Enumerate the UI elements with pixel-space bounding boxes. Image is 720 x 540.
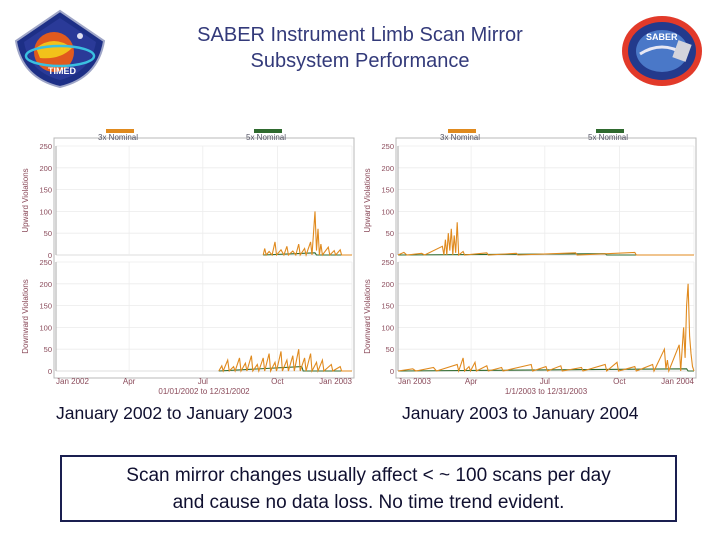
chart-frame: [53, 137, 355, 379]
y-tick-label: 100: [381, 323, 394, 332]
series-line-3x-nominal: [397, 222, 694, 257]
legend-swatch-1: [106, 129, 134, 133]
date-range-label: 01/01/2002 to 12/31/2002: [158, 387, 250, 396]
x-tick-label: Jan 2003: [319, 377, 352, 386]
y-tick-label: 150: [39, 302, 52, 311]
y-tick-label: 0: [48, 367, 52, 376]
y-tick-label: 0: [390, 251, 394, 260]
y-tick-label: 50: [44, 229, 52, 238]
x-tick-label: Apr: [123, 377, 136, 386]
y-tick-label: 250: [381, 258, 394, 267]
y-axis-label: Downward Violations: [363, 279, 372, 354]
legend-swatch-2: [254, 129, 282, 133]
legend-swatch-2: [596, 129, 624, 133]
chart-2003: 3x Nominal 5x Nominal 0 50 100 150 200 250 Upwar…: [363, 129, 697, 396]
x-tick-label: Oct: [613, 377, 626, 386]
y-tick-label: 100: [381, 207, 394, 216]
title-line-2: Subsystem Performance: [250, 50, 470, 72]
title-line-1: SABER Instrument Limb Scan Mirror: [197, 24, 523, 46]
x-tick-label: Jan 2002: [56, 377, 89, 386]
legend-label-1: 3x Nominal: [98, 133, 138, 142]
y-tick-label: 250: [39, 258, 52, 267]
series-line-3x-nominal: [397, 283, 695, 374]
summary-note-line-1: Scan mirror changes usually affect < ~ 1…: [126, 465, 611, 486]
y-axis-label: Upward Violations: [21, 168, 30, 232]
legend-label-1: 3x Nominal: [440, 133, 480, 142]
timed-mission-logo: TIMED: [14, 9, 106, 89]
timed-logo-text: TIMED: [48, 66, 76, 76]
y-tick-label: 0: [48, 251, 52, 260]
y-tick-label: 50: [386, 345, 394, 354]
caption-2002: January 2002 to January 2003: [56, 403, 293, 423]
saber-logo-text: SABER: [646, 32, 678, 42]
slide-title: SABER Instrument Limb Scan Mirror Subsys…: [130, 22, 590, 74]
chart-frame: [395, 137, 697, 379]
y-tick-label: 200: [381, 280, 394, 289]
x-tick-label: Jan 2003: [398, 377, 431, 386]
legend-label-2: 5x Nominal: [588, 133, 628, 142]
y-tick-label: 100: [39, 323, 52, 332]
x-tick-label: Jul: [198, 377, 208, 386]
summary-note-line-2: and cause no data loss. No time trend ev…: [172, 492, 565, 513]
y-tick-label: 250: [381, 142, 394, 151]
saber-instrument-logo: SABER: [622, 16, 702, 86]
y-tick-label: 150: [381, 302, 394, 311]
y-tick-label: 150: [381, 186, 394, 195]
series-line-5x-nominal: [397, 368, 694, 372]
date-range-label: 1/1/2003 to 12/31/2003: [505, 387, 588, 396]
legend-label-2: 5x Nominal: [246, 133, 286, 142]
caption-2003: January 2003 to January 2004: [402, 403, 639, 423]
y-tick-label: 200: [381, 164, 394, 173]
y-tick-label: 100: [39, 207, 52, 216]
y-tick-label: 0: [390, 367, 394, 376]
chart-2002: 3x Nominal 5x Nominal 0 50 100 150 200 250 Upwar…: [21, 129, 355, 396]
y-tick-label: 150: [39, 186, 52, 195]
y-tick-label: 200: [39, 280, 52, 289]
x-tick-label: Jul: [540, 377, 550, 386]
y-tick-label: 50: [386, 229, 394, 238]
y-axis-label: Upward Violations: [363, 168, 372, 232]
series-line-5x-nominal: [218, 366, 352, 372]
x-tick-label: Apr: [465, 377, 478, 386]
y-tick-label: 250: [39, 142, 52, 151]
y-axis-label: Downward Violations: [21, 279, 30, 354]
series-line-3x-nominal: [262, 211, 352, 257]
series-line-3x-nominal: [218, 349, 352, 374]
summary-note-box: Scan mirror changes usually affect < ~ 1…: [60, 455, 677, 522]
y-tick-label: 200: [39, 164, 52, 173]
x-tick-label: Oct: [271, 377, 284, 386]
y-tick-label: 50: [44, 345, 52, 354]
x-tick-label: Jan 2004: [661, 377, 694, 386]
legend-swatch-1: [448, 129, 476, 133]
